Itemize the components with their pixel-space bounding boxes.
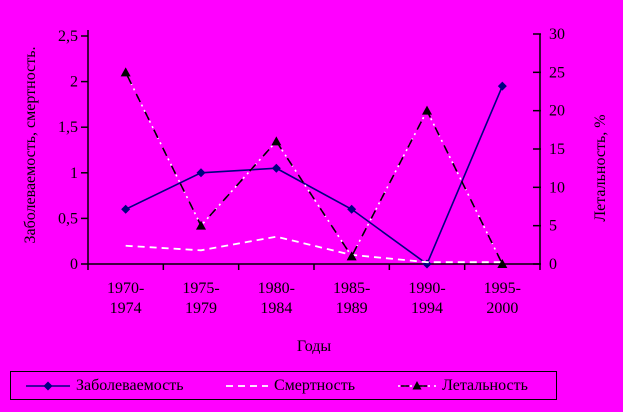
y-left-tick-label: 2,5 bbox=[58, 28, 78, 45]
y-right-tick-label: 15 bbox=[549, 141, 565, 158]
series-0-marker bbox=[347, 204, 357, 214]
legend-line-lethality-icon bbox=[398, 380, 436, 389]
x-category-label: 1990- bbox=[408, 280, 445, 297]
series-2-line-under bbox=[124, 71, 504, 265]
legend-label-incidence: Заболеваемость bbox=[76, 376, 184, 394]
y-right-tick-label: 20 bbox=[549, 103, 565, 120]
y-left-tick-label: 2 bbox=[70, 74, 78, 91]
x-category-label: 1979 bbox=[185, 300, 217, 317]
y-left-tick-label: 0 bbox=[70, 256, 78, 273]
legend: Заболеваемость Смертность Летальность bbox=[10, 371, 557, 400]
series-2-marker bbox=[196, 220, 206, 230]
series-0-marker bbox=[196, 168, 206, 178]
y-left-tick-label: 1,5 bbox=[58, 119, 78, 136]
x-category-label: 1994 bbox=[411, 300, 443, 317]
y-right-tick-label: 30 bbox=[549, 26, 565, 43]
x-category-label: 1985- bbox=[333, 280, 370, 297]
x-category-label: 1974 bbox=[110, 300, 142, 317]
y-right-tick-label: 0 bbox=[549, 256, 557, 273]
legend-label-lethality: Летальность bbox=[442, 376, 528, 394]
series-0-marker bbox=[271, 163, 281, 173]
x-axis-title: Годы bbox=[296, 338, 332, 355]
legend-line-mortality-icon bbox=[226, 384, 268, 387]
x-category-label: 1995- bbox=[484, 280, 521, 297]
x-category-label: 1975- bbox=[182, 280, 219, 297]
series-2-marker bbox=[120, 67, 131, 77]
series-0-marker bbox=[121, 204, 131, 214]
x-category-label: 1989 bbox=[336, 300, 368, 317]
x-category-label: 1980- bbox=[258, 280, 295, 297]
series-2-marker bbox=[497, 259, 508, 268]
series-2-marker bbox=[346, 251, 357, 261]
legend-label-mortality: Смертность bbox=[274, 376, 356, 394]
y-right-tick-label: 10 bbox=[549, 179, 565, 196]
series-2-line bbox=[124, 71, 504, 265]
y-right-tick-label: 25 bbox=[549, 64, 565, 81]
x-category-label: 1970- bbox=[107, 280, 144, 297]
series-1-line bbox=[125, 235, 503, 264]
x-category-label: 2000 bbox=[486, 300, 518, 317]
x-category-label: 1984 bbox=[260, 300, 292, 317]
y-left-tick-label: 1 bbox=[70, 165, 78, 182]
legend-item-mortality: Смертность bbox=[225, 372, 355, 399]
legend-item-incidence: Заболеваемость bbox=[25, 372, 184, 399]
y-right-tick-label: 5 bbox=[549, 218, 557, 235]
series-2-marker bbox=[422, 105, 432, 115]
series-2-marker bbox=[271, 136, 282, 146]
legend-item-lethality: Летальность bbox=[397, 372, 528, 399]
y-left-tick-label: 0,5 bbox=[58, 210, 78, 227]
legend-line-incidence-icon bbox=[26, 381, 70, 390]
series-0-marker bbox=[497, 81, 507, 91]
series-0-line bbox=[125, 85, 504, 266]
